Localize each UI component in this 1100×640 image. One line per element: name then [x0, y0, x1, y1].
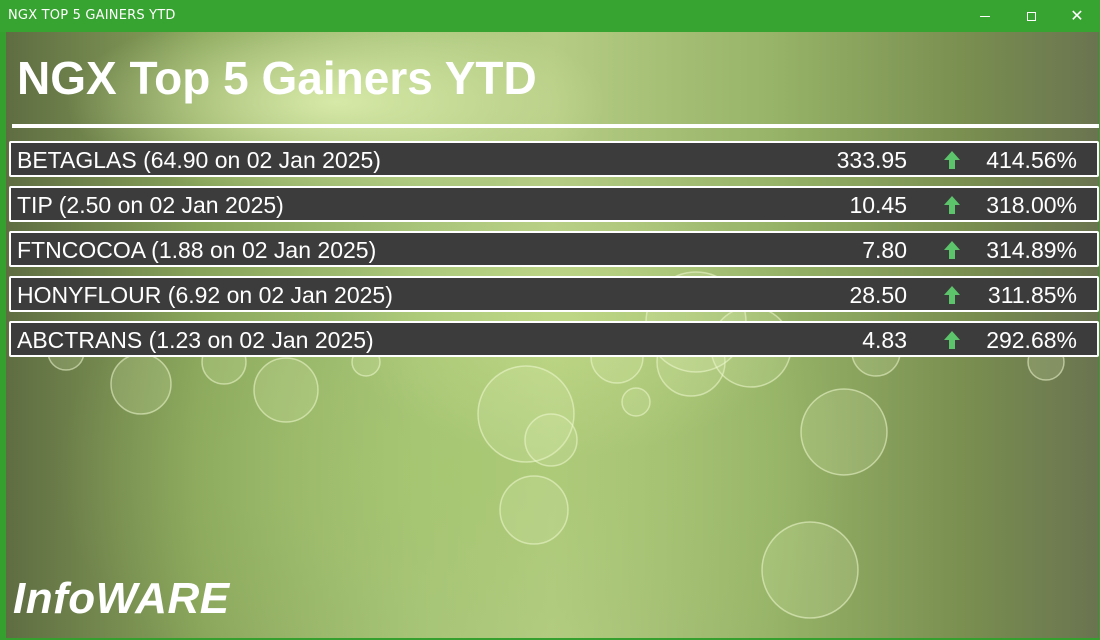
stock-name: FTNCOCOA (1.88 on 02 Jan 2025)	[17, 237, 377, 263]
minimize-icon	[980, 15, 990, 17]
up-arrow-icon	[944, 151, 960, 169]
percent-change: 314.89%	[986, 237, 1077, 263]
title-divider	[12, 124, 1099, 128]
percent-change: 414.56%	[986, 147, 1077, 173]
stock-price: 28.50	[849, 282, 907, 308]
percent-change: 311.85%	[987, 282, 1077, 308]
gainer-row-abctrans[interactable]: ABCTRANS (1.23 on 02 Jan 2025) 4.83 292.…	[9, 321, 1099, 357]
up-arrow-icon	[944, 331, 960, 349]
main-content: NGX Top 5 Gainers YTD BETAGLAS (64.90 on…	[6, 32, 1099, 638]
maximize-button[interactable]	[1008, 0, 1054, 32]
page-title: NGX Top 5 Gainers YTD	[17, 52, 537, 104]
gainer-row-honyflour[interactable]: HONYFLOUR (6.92 on 02 Jan 2025) 28.50 31…	[9, 276, 1099, 312]
brand-logo: InfoWARE	[13, 574, 230, 623]
percent-change: 318.00%	[986, 192, 1077, 218]
title-bar[interactable]: NGX TOP 5 GAINERS YTD ✕	[0, 0, 1100, 32]
stock-price: 4.83	[862, 327, 907, 353]
gainer-row-ftncocoa[interactable]: FTNCOCOA (1.88 on 02 Jan 2025) 7.80 314.…	[9, 231, 1099, 267]
stock-price: 10.45	[849, 192, 907, 218]
up-arrow-icon	[944, 241, 960, 259]
close-button[interactable]: ✕	[1054, 0, 1100, 32]
stock-name: ABCTRANS (1.23 on 02 Jan 2025)	[17, 327, 374, 353]
window-title: NGX TOP 5 GAINERS YTD	[8, 8, 176, 23]
stock-price: 333.95	[836, 147, 907, 173]
stock-name: HONYFLOUR (6.92 on 02 Jan 2025)	[17, 282, 393, 308]
up-arrow-icon	[944, 286, 960, 304]
up-arrow-icon	[944, 196, 960, 214]
close-icon: ✕	[1070, 6, 1084, 25]
stock-price: 7.80	[862, 237, 907, 263]
percent-change: 292.68%	[986, 327, 1077, 353]
gainer-row-betaglas[interactable]: BETAGLAS (64.90 on 02 Jan 2025) 333.95 4…	[9, 141, 1099, 177]
maximize-icon	[1026, 11, 1036, 21]
minimize-button[interactable]	[962, 0, 1008, 32]
stock-name: TIP (2.50 on 02 Jan 2025)	[17, 192, 284, 218]
stock-name: BETAGLAS (64.90 on 02 Jan 2025)	[17, 147, 381, 173]
gainers-list: BETAGLAS (64.90 on 02 Jan 2025) 333.95 4…	[9, 141, 1099, 366]
gainer-row-tip[interactable]: TIP (2.50 on 02 Jan 2025) 10.45 318.00%	[9, 186, 1099, 222]
